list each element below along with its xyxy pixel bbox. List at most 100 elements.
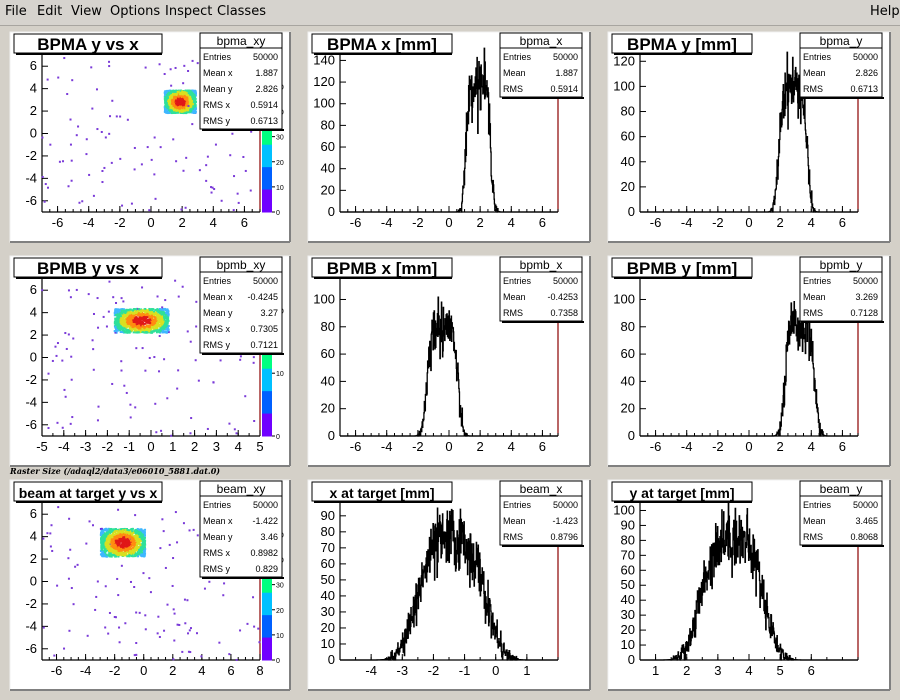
scatter-point xyxy=(211,186,214,189)
scatter-point xyxy=(113,615,116,618)
scatter-point xyxy=(144,369,147,372)
scatter-point xyxy=(184,98,187,101)
scatter-point xyxy=(107,632,110,635)
scatter-point xyxy=(114,616,117,619)
scatter-point xyxy=(43,200,46,203)
y-tick-label: 2 xyxy=(30,327,37,342)
scatter-point xyxy=(113,321,116,324)
stats-value: 0.7128 xyxy=(850,308,878,318)
scatter-point xyxy=(109,531,112,534)
scatter-point xyxy=(146,331,149,334)
stats-label: RMS xyxy=(503,308,523,318)
scatter-point xyxy=(166,327,169,330)
scatter-point xyxy=(166,112,169,115)
stats-label: Mean y xyxy=(203,84,233,94)
scatter-point xyxy=(163,318,166,321)
histogram-line xyxy=(640,501,858,661)
scatter-point xyxy=(164,92,167,95)
scatter-point xyxy=(116,547,119,550)
stats-box xyxy=(199,480,283,578)
scatter-point xyxy=(189,651,192,654)
scatter-point xyxy=(132,310,135,313)
scatter-point xyxy=(162,308,165,311)
menu-classes[interactable]: Classes xyxy=(217,4,266,19)
scatter-point xyxy=(189,90,192,93)
scatter-point xyxy=(158,318,161,321)
x-tick-label: 3 xyxy=(213,439,220,454)
scatter-point xyxy=(67,557,70,560)
scatter-point xyxy=(116,577,119,580)
scatter-point xyxy=(108,550,111,553)
menu-file[interactable]: File xyxy=(5,4,27,19)
scatter-point xyxy=(181,99,184,102)
scatter-point xyxy=(145,329,148,332)
scatter-point xyxy=(172,99,175,102)
scatter-point xyxy=(102,552,105,555)
scatter-point xyxy=(100,542,103,545)
scatter-point xyxy=(174,279,177,282)
scatter-point xyxy=(249,189,252,192)
scatter-point xyxy=(153,173,156,176)
scatter-point xyxy=(101,543,104,546)
scatter-point xyxy=(115,308,118,311)
scatter-point xyxy=(96,128,99,131)
scatter-point xyxy=(170,102,173,105)
scatter-point xyxy=(119,315,122,318)
scatter-point xyxy=(178,102,181,105)
scatter-point xyxy=(120,564,123,567)
scatter-point xyxy=(41,175,44,178)
scatter-point xyxy=(118,547,121,550)
scatter-point xyxy=(184,99,187,102)
y-tick-label: 120 xyxy=(613,53,635,68)
scatter-point xyxy=(114,330,117,333)
scatter-point xyxy=(149,591,152,594)
scatter-point xyxy=(72,603,75,606)
scatter-point xyxy=(169,96,172,99)
scatter-point xyxy=(141,324,144,327)
scatter-point xyxy=(134,327,137,330)
scatter-point xyxy=(152,330,155,333)
scatter-point xyxy=(172,107,175,110)
scatter-point xyxy=(100,548,103,551)
scatter-point xyxy=(168,95,171,98)
scatter-point xyxy=(125,326,128,329)
scatter-point xyxy=(108,541,111,544)
menu-edit[interactable]: Edit xyxy=(37,4,63,19)
scatter-point xyxy=(165,315,168,318)
scatter-point xyxy=(111,536,114,539)
menu-help[interactable]: Help xyxy=(870,4,900,19)
stats-box xyxy=(199,32,283,130)
stats-label: Mean xyxy=(803,68,826,78)
scatter-point xyxy=(141,539,144,542)
scatter-point xyxy=(104,136,107,139)
scatter-point xyxy=(125,553,128,556)
scatter-point xyxy=(116,325,119,328)
y-tick-label: 40 xyxy=(321,373,335,388)
scatter-point xyxy=(135,319,138,322)
stats-value: 1.887 xyxy=(555,68,578,78)
menu-inspect[interactable]: Inspect xyxy=(165,4,213,19)
scatter-point xyxy=(179,95,182,98)
menu-options[interactable]: Options xyxy=(110,4,161,19)
scatter-point xyxy=(101,549,104,552)
scatter-point xyxy=(133,535,136,538)
scatter-point xyxy=(102,315,105,318)
scatter-point xyxy=(157,314,160,317)
menu-view[interactable]: View xyxy=(71,4,102,19)
scatter-point xyxy=(133,315,136,318)
scatter-point xyxy=(184,206,187,209)
scatter-point xyxy=(137,308,140,311)
y-tick-label: 0 xyxy=(30,574,37,589)
scatter-point xyxy=(185,106,188,109)
scatter-point xyxy=(128,551,131,554)
